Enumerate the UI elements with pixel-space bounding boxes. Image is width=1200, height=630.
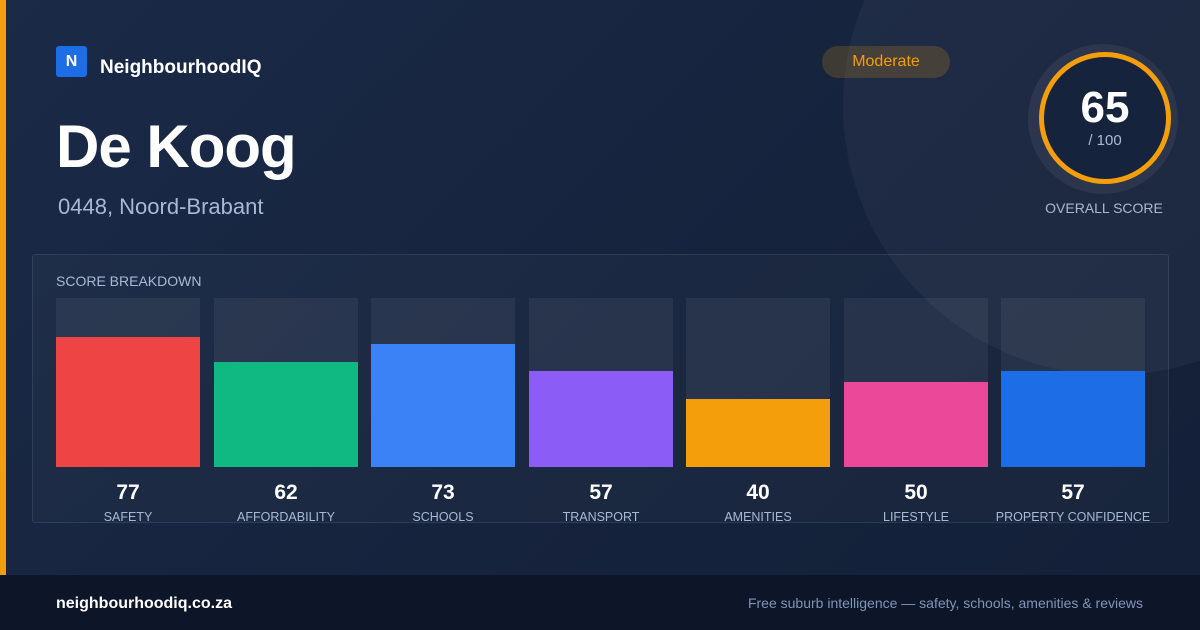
score-bar-label: AFFORDABILITY <box>237 510 335 524</box>
score-bar-track <box>371 298 515 467</box>
score-bar-label: LIFESTYLE <box>883 510 949 524</box>
score-breakdown-panel: SCORE BREAKDOWN 77 SAFETY 62 AFFORDABILITY 7… <box>32 254 1169 524</box>
footer: neighbourhoodiq.co.za Free suburb intell… <box>0 575 1200 630</box>
score-bar-fill <box>214 362 358 467</box>
score-bar-value: 57 <box>1061 481 1085 504</box>
suburb-location: 0448, Noord-Brabant <box>58 194 264 219</box>
score-bar-fill <box>371 344 515 467</box>
overall-score-value: 65 <box>1080 83 1130 132</box>
brand-name: NeighbourhoodIQ <box>100 57 262 78</box>
score-bar-column: 62 AFFORDABILITY <box>214 298 358 524</box>
score-bar-column: 57 PROPERTY CONFIDENCE <box>996 298 1150 524</box>
footer-url[interactable]: neighbourhoodiq.co.za <box>56 595 232 612</box>
score-bar-fill <box>529 371 673 467</box>
accent-strip <box>0 0 6 575</box>
score-bar-fill <box>1001 371 1145 467</box>
score-bar-fill <box>844 382 988 467</box>
score-bar-value: 50 <box>904 481 928 504</box>
footer-tagline: Free suburb intelligence — safety, schoo… <box>747 595 1143 611</box>
score-bar-value: 73 <box>431 481 455 504</box>
score-bar-column: 73 SCHOOLS <box>371 298 515 524</box>
score-bar-column: 57 TRANSPORT <box>529 298 673 524</box>
score-bar-value: 40 <box>746 481 770 504</box>
score-bar-column: 50 LIFESTYLE <box>844 298 988 524</box>
score-bar-label: AMENITIES <box>724 510 792 524</box>
overall-score-ring <box>1039 52 1171 184</box>
score-bar-column: 40 AMENITIES <box>686 298 830 524</box>
rating-badge: Moderate <box>822 46 950 78</box>
score-bar-label: TRANSPORT <box>562 510 640 524</box>
score-bar-fill <box>56 337 200 467</box>
brand-logo-icon: N <box>56 46 87 77</box>
overall-score-caption: OVERALL SCORE <box>1045 200 1163 216</box>
suburb-name: De Koog <box>56 113 297 180</box>
score-bar-track <box>529 298 673 467</box>
brand-logo-letter: N <box>65 52 78 70</box>
score-bar-track <box>56 298 200 467</box>
score-bar-track <box>1001 298 1145 467</box>
score-bar-label: SCHOOLS <box>412 510 474 524</box>
score-bar-column: 77 SAFETY <box>56 298 200 524</box>
score-bar-track <box>686 298 830 467</box>
score-breakdown-title: SCORE BREAKDOWN <box>56 273 202 289</box>
score-bar-track <box>844 298 988 467</box>
score-bar-track <box>214 298 358 467</box>
score-bar-value: 62 <box>274 481 298 504</box>
score-bar-label: PROPERTY CONFIDENCE <box>995 510 1151 524</box>
score-bar-label: SAFETY <box>103 510 153 524</box>
score-bar-fill <box>686 399 830 467</box>
overall-score-max: / 100 <box>1088 132 1122 149</box>
score-bar-value: 57 <box>589 481 613 504</box>
score-bar-value: 77 <box>116 481 140 504</box>
